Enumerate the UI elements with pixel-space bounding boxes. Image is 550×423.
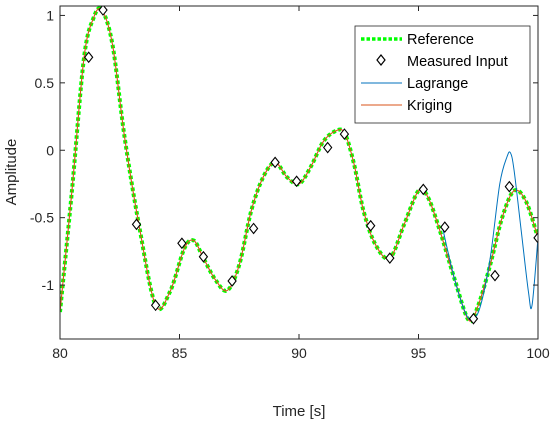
measured-input-point <box>533 232 538 244</box>
measured-input-point <box>504 180 515 193</box>
measured-input-point <box>270 156 280 169</box>
measured-input-point <box>385 252 395 264</box>
measured-input-point <box>490 269 500 282</box>
legend: Reference Measured Input Lagrange Krigin… <box>354 25 531 124</box>
x-axis-label: Time [s] <box>273 403 326 420</box>
legend-box <box>354 25 531 124</box>
x-tick-label: 80 <box>52 345 68 361</box>
x-tick-label: 100 <box>526 345 550 361</box>
measured-input-point <box>150 299 161 312</box>
x-tick-label: 90 <box>291 345 307 361</box>
measured-input-point <box>198 250 209 263</box>
y-tick-label: 0 <box>46 142 54 158</box>
measured-input-point <box>365 219 376 232</box>
legend-label-measured: Measured Input <box>407 54 508 70</box>
x-tick-label: 95 <box>411 345 427 361</box>
series-line-lagrange <box>441 151 538 321</box>
measured-input-point <box>248 222 259 235</box>
legend-swatch-measured <box>376 54 386 66</box>
legend-label-lagrange: Lagrange <box>407 76 468 92</box>
measured-input-point <box>177 237 187 250</box>
measured-input-point <box>468 312 479 325</box>
measured-input-point <box>291 175 302 188</box>
y-tick-label: 1 <box>46 7 54 23</box>
measured-input-point <box>339 128 350 140</box>
measured-input-point <box>418 183 428 196</box>
legend-label-kriging: Kriging <box>407 98 452 114</box>
measured-input-point <box>98 6 108 16</box>
measured-input-point <box>440 221 450 233</box>
series-layer <box>60 6 538 325</box>
measured-input-point <box>131 218 142 231</box>
tick-layer: 80 85 90 95 100 1 0.5 0 -0.5 -1 <box>30 6 550 361</box>
y-tick-label: 0.5 <box>35 75 55 91</box>
legend-label-reference: Reference <box>407 32 474 48</box>
measured-input-point <box>83 51 94 64</box>
measured-input-point <box>227 275 237 287</box>
y-tick-label: -0.5 <box>30 210 54 226</box>
y-axis-label: Amplitude <box>3 139 20 206</box>
y-tick-label: -1 <box>42 277 55 293</box>
x-tick-label: 85 <box>172 345 188 361</box>
measured-input-point <box>322 141 333 154</box>
